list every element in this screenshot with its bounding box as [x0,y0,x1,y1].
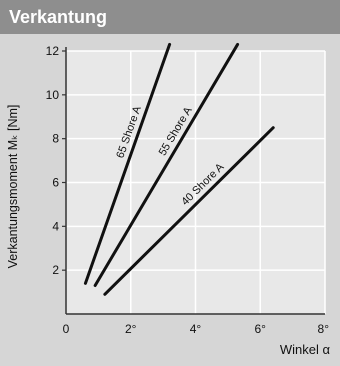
axes [62,47,325,315]
tick-labels: 2 4 6 8 10 12 0 2° 4° 6° 8° [46,44,330,336]
y-tick-label: 4 [52,219,59,233]
y-tick-label: 10 [46,88,60,102]
y-tick-label: 12 [46,44,60,58]
y-tick-label: 2 [52,263,59,277]
series-line [93,42,240,288]
y-axis-label: Verkantungsmoment Mₖ [Nm] [6,105,20,269]
y-tick-label: 8 [52,132,59,146]
x-axis-label: Winkel α [280,342,331,357]
chart-area: 65 Shore A 55 Shore A 40 Shore A 2 4 6 8 10 12 0… [0,34,340,361]
grid-lines [66,50,326,314]
chart-svg: 65 Shore A 55 Shore A40 Shore A 246810120… [6,42,331,357]
x-tick-label: 4° [190,322,202,336]
x-tick-label: 2° [125,322,137,336]
x-tick-label: 6° [255,322,267,336]
chart-title: Verkantung [9,7,108,27]
chart-header: Verkantung [0,0,340,34]
x-tick-label: 0 [63,322,70,336]
x-tick-label: 8° [318,322,330,336]
series-line [83,42,172,285]
series-line [103,126,275,296]
y-tick-label: 6 [52,176,59,190]
